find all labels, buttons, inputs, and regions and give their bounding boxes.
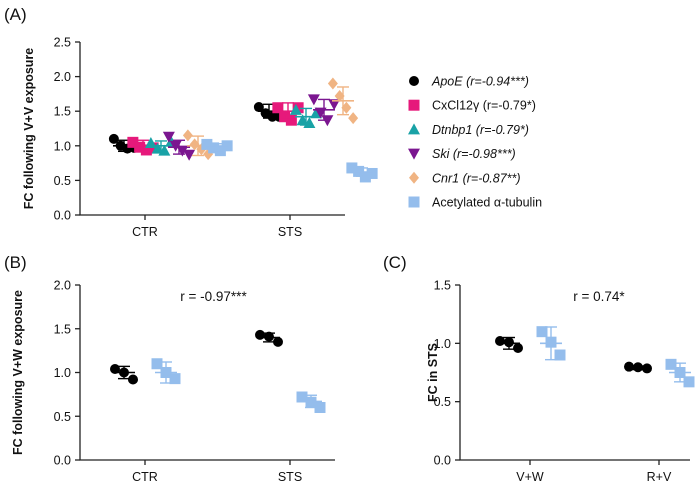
panel-b-chart: 0.0 0.5 1.0 1.5 2.0 CTR STS FC following V+W ex… xyxy=(11,279,335,481)
panel-c-tubulin-point xyxy=(536,326,548,338)
panel-c-ytick-label: 1.0 xyxy=(434,337,451,351)
legend-correlation: Acetylated α-tubulin xyxy=(432,196,542,210)
panel-a-ytick-label: 1.5 xyxy=(54,105,71,119)
panel-b-tubulin-point xyxy=(296,391,308,403)
panel-c-apoe-point xyxy=(624,361,634,372)
panel-a-ski-point xyxy=(307,94,320,106)
panel-c-chart: 0.0 0.5 1.0 1.5 V+W R+V FC in STS r = 0.74* xyxy=(426,279,695,481)
panel-b-category-label: CTR xyxy=(132,470,158,481)
panel-c-tubulin-point xyxy=(665,358,677,370)
panel-a-y-axis-title: FC following V+V exposure xyxy=(22,48,36,210)
panel-a-apoe-point xyxy=(253,102,264,113)
legend-dtnbp1-label: Dtnbp1 (r=-0.79*) xyxy=(432,123,529,137)
panel-label-a: (A) xyxy=(4,5,27,24)
legend-gene-name: ApoE xyxy=(431,75,463,89)
legend-correlation: (r=-0.98***) xyxy=(449,147,515,161)
panel-c-tubulin-point xyxy=(554,349,566,361)
panel-b-y-axis-title: FC following V+W exposure xyxy=(11,290,25,455)
panel-b-ytick-label: 1.5 xyxy=(54,322,71,336)
panel-b-ytick-label: 1.0 xyxy=(54,366,71,380)
legend-cnr1-marker xyxy=(409,171,419,184)
panel-a-cxcl12y-point xyxy=(279,111,291,123)
panel-label-c: (C) xyxy=(383,253,407,272)
panel-c-category-label: R+V xyxy=(647,470,672,481)
panel-a-cnr1-point xyxy=(189,138,200,151)
panel-a-ytick-label: 0.0 xyxy=(54,209,71,223)
panel-label-b: (B) xyxy=(4,253,27,272)
panel-b-ytick-label: 2.0 xyxy=(54,279,71,293)
panel-a-cxcl12y-point xyxy=(292,102,304,114)
legend-apoe-marker xyxy=(409,76,419,86)
panel-c-apoe-point xyxy=(513,343,523,353)
panel-a-category-label: CTR xyxy=(132,225,158,239)
panel-b-apoe-point xyxy=(273,336,283,347)
panel-a-ytick-label: 0.5 xyxy=(54,174,71,188)
panel-a-cnr1-point xyxy=(327,77,338,90)
panel-a-chart: 0.0 0.5 1.0 1.5 2.0 2.5 CTR STS FC following V+V… xyxy=(22,36,378,239)
panel-b-correlation-label: r = -0.97*** xyxy=(180,289,247,304)
legend-gene-name: Dtnbp1 xyxy=(432,123,472,137)
panel-a-tubulin-point xyxy=(201,138,213,150)
legend-tubulin-marker xyxy=(408,196,420,208)
panel-a-cxcl12y-point xyxy=(140,144,152,156)
legend-dtnbp1-marker xyxy=(408,123,420,135)
legend-cxcl12y-label: CxCl12γ (r=-0.79*) xyxy=(432,99,536,113)
panel-a-legend: ApoE (r=-0.94***) CxCl12γ (r=-0.79*) Dtnbp… xyxy=(408,75,542,210)
panel-a-dtnbp1-point xyxy=(289,103,302,115)
legend-apoe-label: ApoE (r=-0.94***) xyxy=(431,75,529,89)
legend-tubulin-label: Acetylated α-tubulin xyxy=(432,196,542,210)
panel-c-tubulin-point xyxy=(683,376,695,388)
panel-a-cxcl12y-point xyxy=(134,141,146,153)
panel-a-category-label: STS xyxy=(278,225,302,239)
legend-cxcl12y-marker xyxy=(408,99,420,111)
legend-correlation: (r=-0.79*) xyxy=(472,123,529,137)
panel-c-ytick-label: 1.5 xyxy=(434,279,451,293)
legend-gene-name: Cnr1 xyxy=(432,171,459,185)
panel-a-cnr1-point xyxy=(182,129,193,142)
panel-a-tubulin-point xyxy=(366,167,378,179)
panel-b-tubulin-point xyxy=(314,402,326,413)
panel-a-ytick-label: 2.0 xyxy=(54,70,71,84)
panel-a-ski-point xyxy=(183,149,196,161)
legend-cnr1-label: Cnr1 (r=-0.87**) xyxy=(432,171,521,185)
panel-b-tubulin-point xyxy=(169,373,181,385)
panel-a-ytick-label: 2.5 xyxy=(54,36,71,50)
panel-a-cxcl12y-point xyxy=(127,136,139,148)
panel-a-ski-point xyxy=(162,131,175,143)
panel-b-category-label: STS xyxy=(278,470,302,481)
panel-c-y-axis-title: FC in STS xyxy=(426,343,440,402)
panel-a-cnr1-point xyxy=(334,89,345,102)
panel-a-cnr1-point xyxy=(348,112,359,125)
panel-b-ytick-label: 0.5 xyxy=(54,410,71,424)
panel-c-ytick-label: 0.0 xyxy=(434,454,451,468)
panel-c-correlation-label: r = 0.74* xyxy=(573,289,625,304)
panel-a-apoe-point xyxy=(108,133,119,144)
legend-ski-marker xyxy=(408,148,420,160)
legend-correlation: CxCl12γ (r=-0.79*) xyxy=(432,99,536,113)
panel-c-ytick-label: 0.5 xyxy=(434,395,451,409)
panel-a-ski-point xyxy=(328,99,341,111)
panel-b-apoe-point xyxy=(128,374,138,385)
legend-correlation: (r=-0.87**) xyxy=(459,171,520,185)
panel-a-tubulin-point xyxy=(346,162,358,174)
legend-gene-name: Ski xyxy=(432,147,451,161)
panel-a-cxcl12y-point xyxy=(272,102,284,114)
legend-ski-label: Ski (r=-0.98***) xyxy=(432,147,516,161)
panel-a-tubulin-point xyxy=(221,140,233,152)
panel-b-apoe-point xyxy=(255,329,265,340)
panel-b-tubulin-point xyxy=(151,358,163,370)
panel-b-apoe-point xyxy=(110,364,120,374)
panel-b-ytick-label: 0.0 xyxy=(54,454,71,468)
panel-c-category-label: V+W xyxy=(516,470,544,481)
panel-a-ytick-label: 1.0 xyxy=(54,139,71,153)
legend-correlation: (r=-0.94***) xyxy=(463,75,529,89)
panel-a-cnr1-point xyxy=(341,101,352,114)
